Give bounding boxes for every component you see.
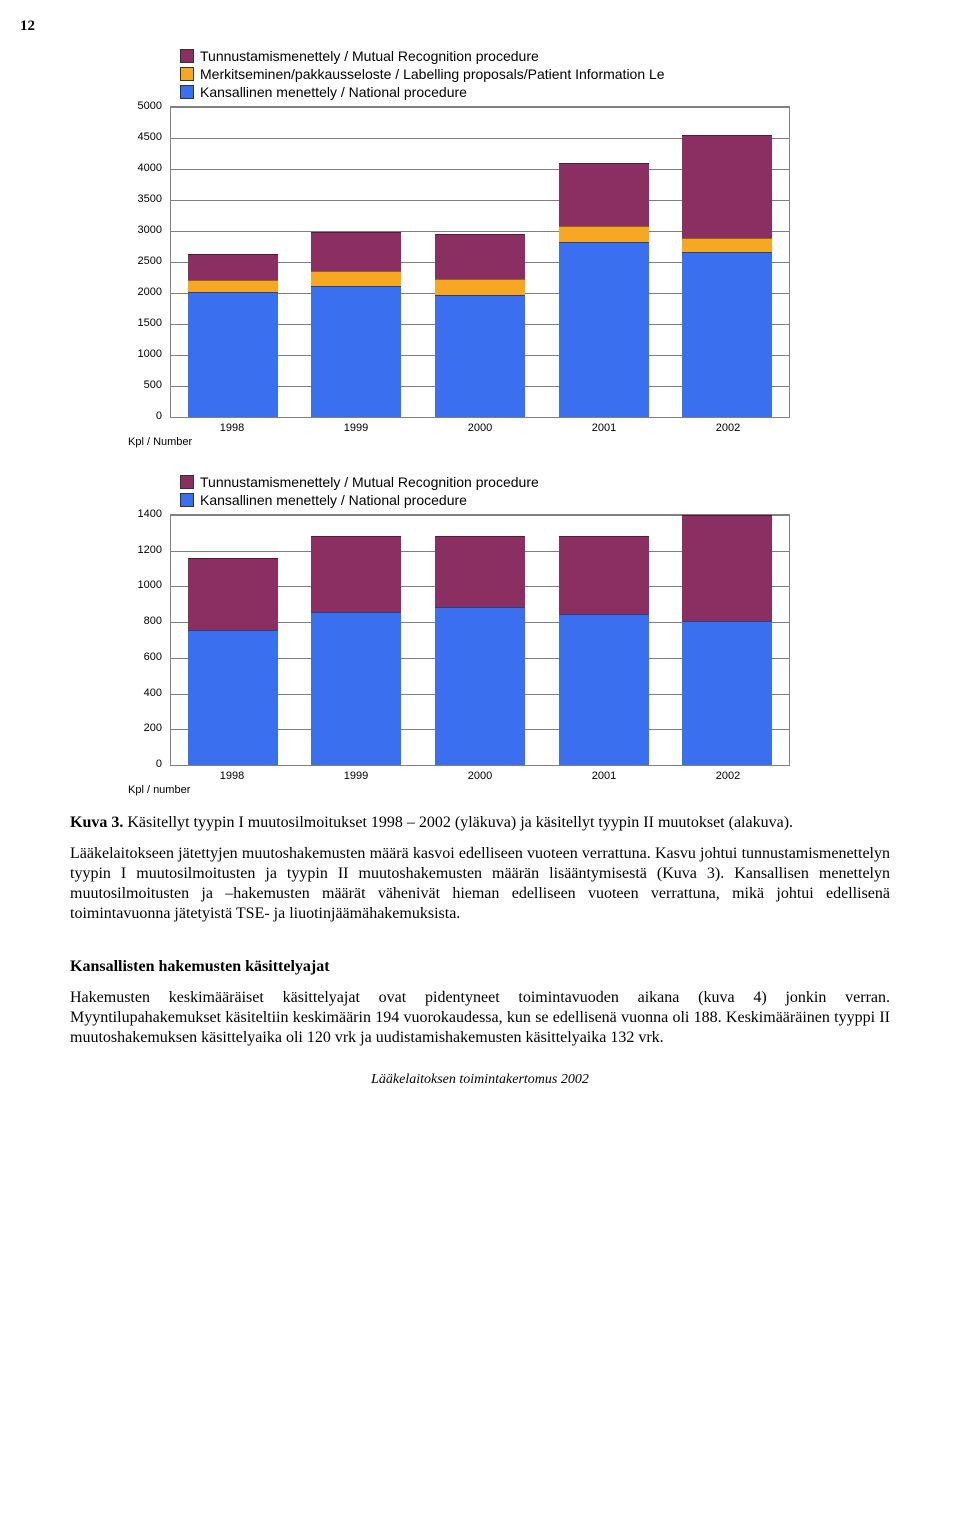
bar-segment [559, 226, 649, 243]
y-tick-label: 200 [144, 722, 162, 734]
x-tick-label: 2000 [435, 770, 525, 782]
y-tick-label: 1000 [138, 579, 162, 591]
chart-2-x-axis: 1998 1999 2000 2001 2002 [170, 770, 790, 782]
bar-segment [559, 536, 649, 614]
chart-1: Tunnustamismenettely / Mutual Recognitio… [130, 48, 790, 448]
legend-label: Kansallinen menettely / National procedu… [200, 492, 467, 508]
page-number: 12 [20, 18, 35, 35]
bar-segment [311, 232, 401, 270]
legend-item: Merkitseminen/pakkausseloste / Labelling… [180, 66, 790, 82]
chart-1-plot [170, 106, 790, 418]
bar [435, 107, 525, 417]
y-tick-label: 3500 [138, 193, 162, 205]
chart-1-x-caption: Kpl / Number [128, 436, 790, 448]
legend-swatch [180, 475, 194, 489]
bar [682, 515, 772, 765]
bar-segment [435, 234, 525, 278]
bar-segment [435, 536, 525, 607]
legend-label: Merkitseminen/pakkausseloste / Labelling… [200, 66, 665, 82]
legend-label: Kansallinen menettely / National procedu… [200, 84, 467, 100]
y-tick-label: 0 [156, 410, 162, 422]
y-tick-label: 1400 [138, 508, 162, 520]
x-tick-label: 1998 [187, 422, 277, 434]
section-heading: Kansallisten hakemusten käsittelyajat [70, 958, 890, 976]
chart-2-plot [170, 514, 790, 766]
legend-item: Tunnustamismenettely / Mutual Recognitio… [180, 474, 790, 490]
bar-segment [188, 558, 278, 630]
y-tick-label: 1000 [138, 348, 162, 360]
bar-segment [682, 252, 772, 417]
x-tick-label: 2001 [559, 422, 649, 434]
bar [559, 107, 649, 417]
legend-swatch [180, 49, 194, 63]
x-tick-label: 1998 [187, 770, 277, 782]
chart-1-legend: Tunnustamismenettely / Mutual Recognitio… [180, 48, 790, 100]
bar-segment [682, 238, 772, 251]
y-tick-label: 1200 [138, 544, 162, 556]
legend-label: Tunnustamismenettely / Mutual Recognitio… [200, 48, 539, 64]
bar-segment [435, 607, 525, 765]
y-tick-label: 500 [144, 379, 162, 391]
bar-segment [435, 279, 525, 296]
figure-caption-text: Käsitellyt tyypin I muutosilmoitukset 19… [123, 814, 793, 831]
bar-segment [559, 242, 649, 417]
bar [435, 515, 525, 765]
bar [311, 515, 401, 765]
y-tick-label: 2500 [138, 255, 162, 267]
legend-swatch [180, 67, 194, 81]
paragraph-2: Hakemusten keskimääräiset käsittelyajat … [70, 988, 890, 1048]
y-tick-label: 5000 [138, 100, 162, 112]
bar-segment [188, 254, 278, 280]
x-tick-label: 2002 [683, 770, 773, 782]
x-tick-label: 2001 [559, 770, 649, 782]
y-tick-label: 4500 [138, 131, 162, 143]
footer: Lääkelaitoksen toimintakertomus 2002 [70, 1072, 890, 1088]
figure-caption-prefix: Kuva 3. [70, 814, 123, 831]
chart-2-legend: Tunnustamismenettely / Mutual Recognitio… [180, 474, 790, 508]
y-tick-label: 1500 [138, 317, 162, 329]
bar-segment [435, 295, 525, 417]
bar [188, 515, 278, 765]
bar-segment [311, 612, 401, 765]
bar-segment [188, 280, 278, 292]
bar [559, 515, 649, 765]
x-tick-label: 2000 [435, 422, 525, 434]
bar-segment [311, 286, 401, 417]
legend-item: Tunnustamismenettely / Mutual Recognitio… [180, 48, 790, 64]
x-tick-label: 1999 [311, 422, 401, 434]
bar [682, 107, 772, 417]
bar-segment [682, 621, 772, 766]
bar-segment [682, 135, 772, 238]
bar [311, 107, 401, 417]
bar-segment [311, 536, 401, 612]
x-tick-label: 2002 [683, 422, 773, 434]
bar-segment [559, 163, 649, 226]
bar-segment [188, 630, 278, 765]
legend-label: Tunnustamismenettely / Mutual Recognitio… [200, 474, 539, 490]
y-tick-label: 0 [156, 758, 162, 770]
y-tick-label: 3000 [138, 224, 162, 236]
legend-item: Kansallinen menettely / National procedu… [180, 84, 790, 100]
chart-1-x-axis: 1998 1999 2000 2001 2002 [170, 422, 790, 434]
y-tick-label: 4000 [138, 162, 162, 174]
y-tick-label: 600 [144, 651, 162, 663]
x-tick-label: 1999 [311, 770, 401, 782]
y-tick-label: 400 [144, 687, 162, 699]
bar-segment [311, 271, 401, 286]
bar-segment [188, 292, 278, 417]
chart-2-x-caption: Kpl / number [128, 784, 790, 796]
figure-caption: Kuva 3. Käsitellyt tyypin I muutosilmoit… [70, 814, 890, 832]
chart-1-y-axis: 0500100015002000250030003500400045005000 [130, 106, 166, 416]
bar-segment [559, 614, 649, 765]
chart-2-y-axis: 0200400600800100012001400 [130, 514, 166, 764]
legend-swatch [180, 85, 194, 99]
y-tick-label: 2000 [138, 286, 162, 298]
y-tick-label: 800 [144, 615, 162, 627]
paragraph-1: Lääkelaitokseen jätettyjen muutoshakemus… [70, 844, 890, 924]
legend-item: Kansallinen menettely / National procedu… [180, 492, 790, 508]
legend-swatch [180, 493, 194, 507]
bar [188, 107, 278, 417]
bar-segment [682, 515, 772, 621]
chart-2: Tunnustamismenettely / Mutual Recognitio… [130, 474, 790, 796]
